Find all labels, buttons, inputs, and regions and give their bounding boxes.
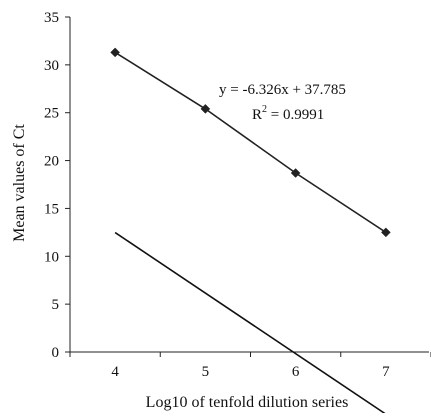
y-tick-label: 35 <box>44 10 59 26</box>
y-tick-label: 15 <box>44 201 59 217</box>
data-point <box>381 227 391 238</box>
y-tick-label: 20 <box>44 154 59 170</box>
trendline-annotation: y = -6.326x + 37.785 R2 = 0.9991 <box>219 82 346 123</box>
x-tick-label: 7 <box>382 364 390 380</box>
data-point <box>110 47 120 58</box>
r-squared-symbol: R <box>252 107 262 123</box>
y-tick-label: 5 <box>52 297 60 313</box>
r-squared-value: = 0.9991 <box>267 107 324 123</box>
x-tick-label: 6 <box>292 364 300 380</box>
tick-labels: 0 5 10 15 20 25 30 35 4 5 6 7 <box>44 10 390 380</box>
axes <box>65 16 431 357</box>
y-tick-label: 0 <box>52 345 60 361</box>
trendline-equation: y = -6.326x + 37.785 <box>219 82 346 98</box>
x-tick-label: 4 <box>111 364 119 380</box>
x-axis-title: Log10 of tenfold dilution series <box>146 394 349 411</box>
trendline <box>114 231 387 415</box>
r-squared-label: R2 = 0.9991 <box>252 104 324 123</box>
data-point <box>290 168 301 178</box>
x-tick-label: 5 <box>202 364 210 380</box>
data-point <box>200 104 211 114</box>
r-squared-exponent: 2 <box>262 104 267 115</box>
data-series <box>110 47 391 415</box>
y-tick-label: 30 <box>44 58 59 74</box>
y-tick-label: 25 <box>44 106 59 122</box>
y-axis-title: Mean values of Ct <box>11 124 28 242</box>
series-line <box>114 51 387 234</box>
y-tick-label: 10 <box>44 249 59 265</box>
